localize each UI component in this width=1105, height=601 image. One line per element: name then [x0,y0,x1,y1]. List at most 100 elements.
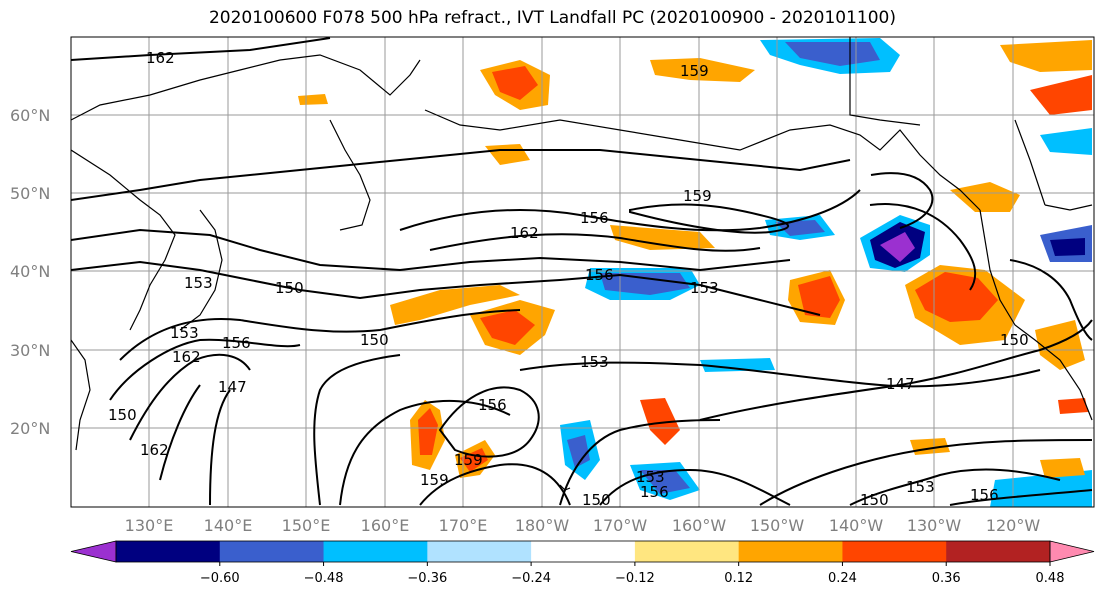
colorbar-tick-label: 0.24 [828,571,857,586]
lon-label: 140°E [204,516,253,535]
lon-label: 160°W [672,516,727,535]
contour-label: 153 [690,279,719,297]
refractivity-contours [71,37,1093,506]
shade-blob [610,225,715,250]
colorbar-tick-label: −0.24 [511,571,551,586]
contour-label-layer: 162 159 156 162 159 153 150 153 156 162 … [108,49,1029,509]
shade-blob [650,58,755,82]
lon-label: 170°W [593,516,648,535]
colorbar-segment [323,541,428,562]
map-title: 2020100600 F078 500 hPa refract., IVT La… [208,8,896,28]
contour-label: 150 [582,491,611,509]
colorbar-segment [946,541,1051,562]
contour-label: 156 [640,483,669,501]
colorbar-tick-label: −0.12 [615,571,655,586]
contour-label: 150 [1000,331,1029,349]
colorbar-tick-label: −0.60 [200,571,240,586]
shade-blob [567,435,590,468]
contour-label: 147 [218,378,247,396]
shade-blob [700,358,775,372]
contour-label: 159 [420,471,449,489]
colorbar: −0.60 −0.48 −0.36 −0.24 −0.12 0.12 0.24 0.36 0.4… [70,540,1095,586]
colorbar-tick-label: 0.12 [724,571,753,586]
contour-label: 162 [140,441,169,459]
lon-label: 120°W [986,516,1041,535]
shade-blob [798,276,840,318]
lon-label: 180°W [515,516,570,535]
colorbar-segment [116,541,221,562]
lat-label: 60°N [10,106,50,125]
colorbar-tick-label: −0.36 [407,571,447,586]
colorbar-segment [427,541,532,562]
shade-blob [1030,75,1092,115]
contour-label: 162 [172,348,201,366]
contour-label: 150 [860,491,889,509]
contour-label: 162 [510,224,539,242]
contour-label: 159 [454,451,483,469]
lon-label: 140°W [829,516,884,535]
map-content [71,37,1094,507]
shading-layer [298,38,1092,507]
contour-label: 153 [184,274,213,292]
contour-label: 153 [906,478,935,496]
graticule [71,37,1094,507]
colorbar-segment [842,541,947,562]
colorbar-border [115,540,1051,563]
contour-label: 156 [970,486,999,504]
shade-blob [950,182,1020,212]
shade-blob [600,273,690,295]
colorbar-arrow-right [1049,540,1095,563]
coastlines [71,37,1093,491]
shade-blob [640,470,690,494]
contour-label: 162 [146,49,175,67]
contour-label: 156 [580,209,609,227]
shade-blob [915,272,998,322]
colorbar-segment [634,541,740,562]
shade-blob [1000,40,1092,72]
map-frame [70,36,1095,508]
colorbar-segment [738,541,843,562]
lon-label: 130°E [125,516,174,535]
shade-blob [390,285,520,325]
lon-label: 150°W [750,516,805,535]
shade-blob [1040,458,1085,478]
colorbar-tick-label: 0.36 [932,571,961,586]
contour-label: 147 [886,375,915,393]
shade-blob [1058,398,1088,414]
contour-label: 156 [222,334,251,352]
shade-blob [460,448,488,472]
contour-label: 150 [108,406,137,424]
lat-label: 30°N [10,341,50,360]
lat-label: 20°N [10,419,50,438]
contour-label: 156 [585,266,614,284]
contour-label: 153 [580,353,609,371]
lat-label: 50°N [10,184,50,203]
contour-label: 150 [360,331,389,349]
shade-blob [492,66,538,100]
lon-label: 160°E [361,516,410,535]
shade-blob [1050,238,1085,256]
colorbar-segment [531,541,636,562]
lat-label: 40°N [10,262,50,281]
colorbar-tick-label: 0.48 [1036,571,1065,586]
shade-blob [880,232,915,262]
shade-blob [1040,128,1092,155]
colorbar-segment [219,541,325,562]
longitude-labels: 130°E 140°E 150°E 160°E 170°E 180°W 170°… [125,516,1041,535]
shade-blob [640,398,680,445]
shade-blob [418,408,438,455]
contour-label: 159 [683,187,712,205]
contour-label: 156 [478,396,507,414]
colorbar-arrow-left [70,540,117,563]
lon-label: 170°E [439,516,488,535]
shade-blob [480,310,535,345]
contour-label: 159 [680,62,709,80]
contour-label: 150 [275,279,304,297]
lon-label: 150°E [282,516,331,535]
contour-label: 153 [636,468,665,486]
latitude-labels: 60°N 50°N 40°N 30°N 20°N [10,106,50,438]
contour-label: 153 [170,324,199,342]
lon-label: 130°W [907,516,962,535]
shade-blob [1035,320,1085,370]
